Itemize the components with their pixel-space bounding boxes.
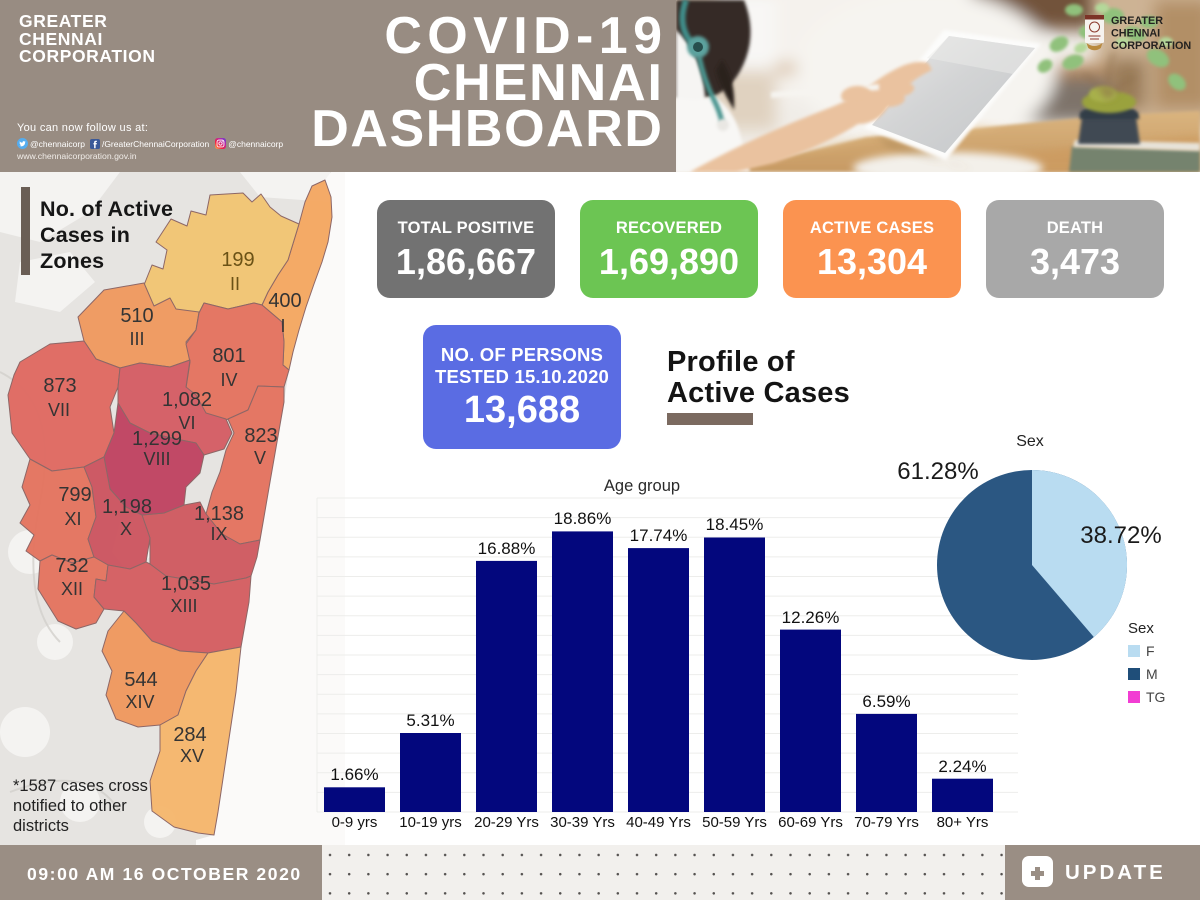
- svg-text:10-19 yrs: 10-19 yrs: [399, 814, 462, 831]
- svg-text:30-39 Yrs: 30-39 Yrs: [550, 814, 615, 831]
- svg-text:6.59%: 6.59%: [862, 692, 910, 711]
- svg-text:CHENNAI: CHENNAI: [1111, 28, 1160, 40]
- svg-text:18.86%: 18.86%: [554, 509, 612, 528]
- svg-text:TG: TG: [1146, 689, 1165, 705]
- svg-text:F: F: [1146, 643, 1155, 659]
- svg-text:400: 400: [268, 290, 301, 312]
- svg-text:38.72%: 38.72%: [1080, 522, 1161, 549]
- svg-text:0-9 yrs: 0-9 yrs: [332, 814, 378, 831]
- svg-text:VII: VII: [48, 400, 70, 420]
- svg-text:823: 823: [244, 425, 277, 447]
- svg-text:20-29 Yrs: 20-29 Yrs: [474, 814, 539, 831]
- svg-text:1,082: 1,082: [162, 389, 212, 411]
- svg-text:XV: XV: [180, 746, 204, 766]
- svg-text:60-69 Yrs: 60-69 Yrs: [778, 814, 843, 831]
- svg-text:GREATER: GREATER: [1111, 15, 1163, 27]
- svg-text:V: V: [254, 448, 266, 468]
- svg-text:X: X: [120, 519, 132, 539]
- svg-text:VI: VI: [178, 413, 195, 433]
- svg-text:XII: XII: [61, 579, 83, 599]
- svg-text:Sex: Sex: [1128, 620, 1154, 637]
- svg-text:544: 544: [124, 669, 157, 691]
- svg-text:80+ Yrs: 80+ Yrs: [937, 814, 989, 831]
- svg-text:510: 510: [120, 305, 153, 327]
- svg-text:40-49 Yrs: 40-49 Yrs: [626, 814, 691, 831]
- svg-text:M: M: [1146, 666, 1158, 682]
- svg-text:199: 199: [221, 249, 254, 271]
- svg-text:2.24%: 2.24%: [938, 757, 986, 776]
- svg-text:5.31%: 5.31%: [406, 711, 454, 730]
- svg-text:III: III: [129, 329, 144, 349]
- svg-text:70-79 Yrs: 70-79 Yrs: [854, 814, 919, 831]
- svg-text:1.66%: 1.66%: [330, 765, 378, 784]
- svg-text:18.45%: 18.45%: [706, 515, 764, 534]
- svg-text:I: I: [280, 316, 285, 336]
- svg-text:XI: XI: [64, 509, 81, 529]
- svg-text:284: 284: [173, 724, 206, 746]
- svg-text:XIV: XIV: [125, 692, 154, 712]
- svg-text:1,198: 1,198: [102, 496, 152, 518]
- svg-text:Age group: Age group: [604, 477, 680, 495]
- svg-text:Sex: Sex: [1016, 433, 1044, 450]
- svg-text:50-59 Yrs: 50-59 Yrs: [702, 814, 767, 831]
- svg-text:1,138: 1,138: [194, 503, 244, 525]
- svg-text:732: 732: [55, 555, 88, 577]
- svg-text:CORPORATION: CORPORATION: [1111, 40, 1191, 52]
- svg-text:17.74%: 17.74%: [630, 526, 688, 545]
- svg-text:II: II: [230, 274, 240, 294]
- svg-text:16.88%: 16.88%: [478, 539, 536, 558]
- svg-text:XIII: XIII: [170, 596, 197, 616]
- svg-text:873: 873: [43, 375, 76, 397]
- svg-text:1,035: 1,035: [161, 573, 211, 595]
- svg-text:1,299: 1,299: [132, 428, 182, 450]
- svg-text:VIII: VIII: [143, 449, 170, 469]
- svg-text:61.28%: 61.28%: [897, 458, 978, 485]
- svg-text:IV: IV: [220, 370, 237, 390]
- svg-text:799: 799: [58, 484, 91, 506]
- svg-text:IX: IX: [210, 524, 227, 544]
- svg-text:12.26%: 12.26%: [782, 608, 840, 627]
- svg-text:801: 801: [212, 345, 245, 367]
